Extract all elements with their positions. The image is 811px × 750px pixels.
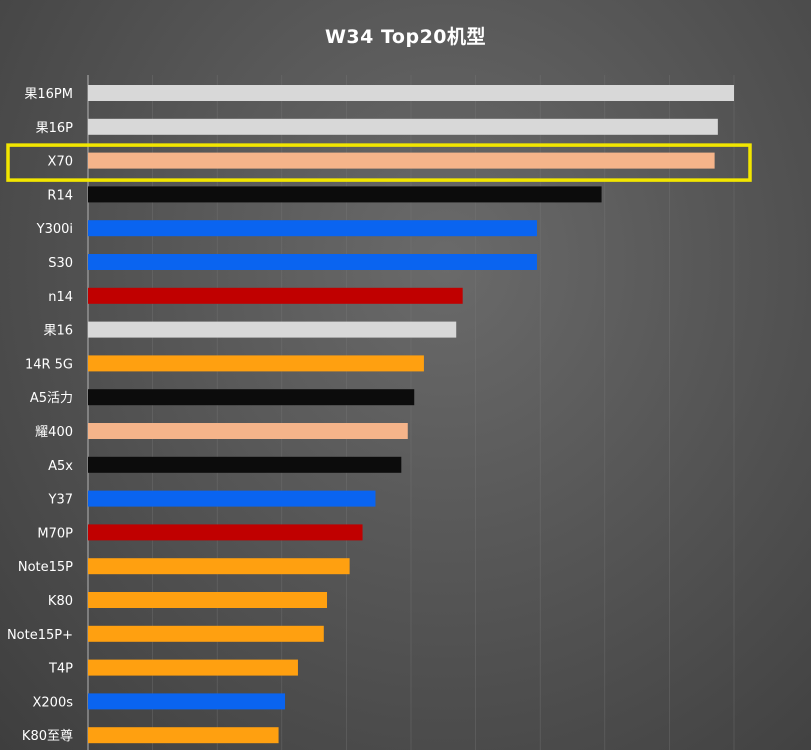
bar: [88, 287, 463, 304]
chart-title: W34 Top20机型: [324, 26, 487, 48]
bar: [88, 693, 286, 710]
category-label: 果16PM: [24, 87, 73, 102]
bar: [88, 490, 376, 507]
bar: [88, 118, 718, 135]
category-label: Y37: [48, 493, 73, 508]
bar: [88, 659, 298, 676]
bar: [88, 625, 324, 642]
category-label: 耀400: [35, 425, 73, 440]
bar: [88, 321, 457, 338]
bar: [88, 355, 424, 372]
category-label: R14: [47, 188, 73, 203]
category-label: K80至尊: [22, 728, 73, 744]
category-label: X70: [48, 155, 73, 170]
category-label: T4P: [48, 662, 73, 677]
category-label: M70P: [37, 526, 73, 541]
category-label: Note15P+: [7, 628, 73, 643]
bar: [88, 186, 602, 203]
bar: [88, 85, 734, 101]
bar: [88, 152, 715, 169]
category-label: 果16P: [36, 121, 74, 136]
highlight-box: [6, 143, 752, 182]
bar: [88, 524, 363, 541]
category-label: 果16: [43, 324, 73, 339]
category-label: n14: [48, 290, 73, 305]
category-label: K80: [48, 594, 73, 609]
category-label: A5活力: [30, 391, 73, 406]
category-label: 14R 5G: [25, 357, 73, 372]
category-label: S30: [48, 256, 73, 271]
category-label: Note15P: [18, 560, 73, 575]
bar: [88, 423, 408, 439]
category-label: A5x: [48, 459, 73, 474]
bar: [88, 220, 537, 237]
bar: [88, 254, 537, 270]
bar: [88, 592, 328, 608]
category-label: X200s: [33, 695, 74, 710]
category-label: Y300i: [36, 222, 73, 237]
bar: [88, 389, 415, 406]
bar: [88, 727, 279, 744]
bar: [88, 456, 402, 473]
bar: [88, 558, 350, 575]
